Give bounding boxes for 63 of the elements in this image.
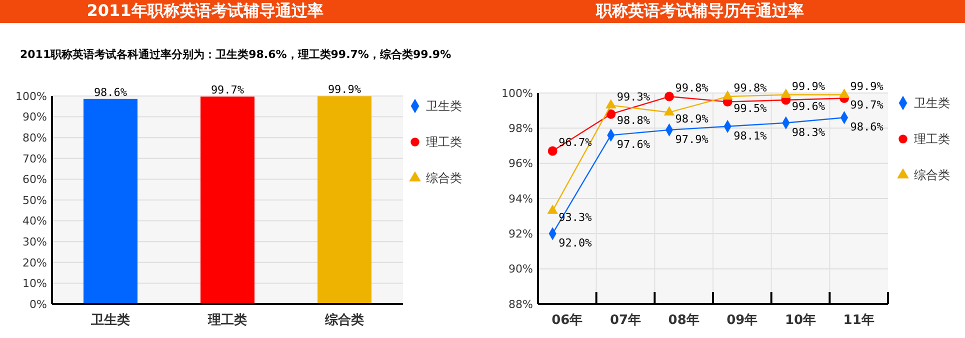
y-tick-label: 100%	[502, 86, 533, 100]
legend-label: 卫生类	[914, 96, 950, 110]
data-label: 99.3%	[616, 90, 650, 104]
point	[606, 109, 616, 119]
point	[606, 99, 616, 108]
legend-label: 综合类	[914, 168, 950, 182]
data-label: 97.9%	[675, 132, 709, 146]
point	[664, 106, 675, 116]
data-label: 98.1%	[734, 129, 768, 142]
data-label: 99.7%	[210, 84, 244, 97]
y-tick-label: 90%	[22, 110, 47, 124]
data-label: 99.9%	[792, 80, 826, 93]
y-tick-label: 80%	[22, 131, 47, 144]
data-label: 99.5%	[734, 102, 768, 115]
data-label: 99.9%	[328, 83, 362, 96]
x-tick-label: 理工类	[207, 313, 247, 328]
y-tick-label: 98%	[508, 122, 533, 136]
y-tick-label: 88%	[508, 298, 533, 311]
y-tick-label: 100%	[16, 90, 47, 103]
x-tick-label: 11年	[843, 313, 874, 328]
data-label: 98.3%	[792, 126, 826, 139]
x-tick-label: 06年	[552, 313, 583, 328]
chart-title: 职称英语考试辅导历年通过率	[595, 1, 804, 20]
data-label: 99.8%	[734, 82, 768, 95]
legend-label: 理工类	[914, 132, 950, 146]
y-tick-label: 0%	[30, 298, 47, 311]
y-tick-label: 92%	[508, 228, 533, 241]
data-label: 98.8%	[616, 114, 650, 128]
data-label: 98.9%	[675, 112, 709, 126]
legend-label: 理工类	[426, 135, 462, 150]
chart-subtitle: 2011职称英语考试各科通过率分别为：卫生类98.6%，理工类99.7%，综合类99.9%	[20, 48, 452, 61]
y-tick-label: 20%	[22, 256, 47, 270]
data-label: 99.8%	[675, 82, 709, 95]
data-label: 92.0%	[558, 236, 592, 250]
data-label: 98.6%	[850, 120, 884, 134]
data-label: 99.7%	[850, 98, 884, 112]
y-tick-label: 90%	[508, 262, 533, 276]
data-label: 99.6%	[792, 100, 826, 114]
y-tick-label: 30%	[22, 235, 47, 248]
y-tick-label: 70%	[22, 152, 47, 166]
x-tick-label: 卫生类	[90, 313, 130, 328]
data-label: 99.9%	[850, 80, 884, 93]
point	[664, 92, 674, 102]
y-tick-label: 96%	[508, 157, 533, 170]
chart-title: 2011年职称英语考试辅导通过率	[86, 1, 324, 20]
x-tick-label: 综合类	[324, 312, 364, 328]
point	[548, 146, 558, 156]
legend-label: 卫生类	[426, 99, 462, 114]
data-label: 97.6%	[616, 138, 650, 152]
x-tick-label: 09年	[726, 313, 758, 328]
x-tick-label: 07年	[610, 313, 642, 328]
x-tick-label: 08年	[668, 313, 700, 328]
point	[838, 88, 850, 98]
point	[722, 90, 733, 100]
legend-label: 综合类	[426, 171, 462, 186]
y-tick-label: 10%	[22, 277, 47, 290]
y-tick-label: 50%	[22, 194, 47, 207]
data-label: 98.6%	[94, 86, 128, 99]
point	[780, 88, 792, 98]
y-tick-label: 94%	[508, 192, 533, 206]
y-tick-label: 40%	[22, 214, 47, 228]
y-tick-label: 60%	[22, 173, 47, 186]
x-tick-label: 10年	[784, 313, 816, 328]
